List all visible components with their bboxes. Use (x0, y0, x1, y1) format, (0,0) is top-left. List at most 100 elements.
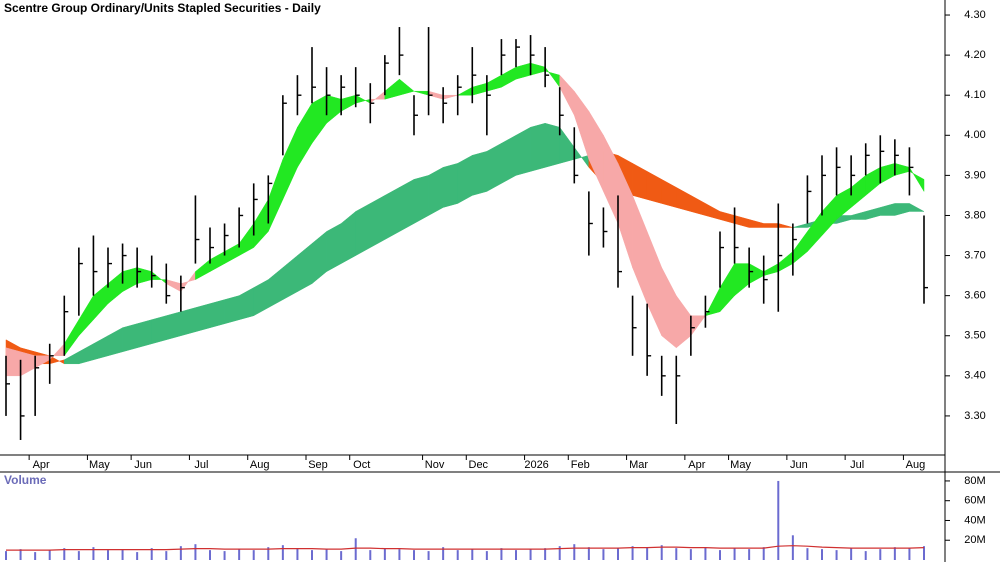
volume-bar (646, 547, 649, 560)
volume-bar (223, 551, 226, 560)
ribbon-segment (151, 315, 167, 345)
volume-bar (238, 549, 241, 560)
ribbon-segment (442, 163, 458, 208)
volume-bar (427, 551, 430, 560)
volume-bar (398, 549, 401, 560)
volume-bar (121, 549, 124, 560)
y-tick-label: 3.30 (964, 410, 985, 422)
volume-bar (777, 480, 780, 560)
ribbon-segment (209, 299, 225, 329)
volume-bar (340, 551, 343, 560)
x-tick-label: Aug (906, 459, 926, 471)
volume-bar (515, 550, 517, 560)
volume-title: Volume (4, 473, 47, 487)
ribbon-segment (384, 186, 400, 240)
ribbon-segment (136, 319, 152, 349)
x-tick-label: Aug (250, 459, 270, 471)
ribbon-segment (428, 166, 444, 216)
ribbon-segment (5, 347, 21, 377)
volume-bar (806, 548, 809, 560)
volume-bar (383, 548, 386, 560)
volume-bar (252, 550, 255, 560)
y-tick-label: 4.00 (964, 129, 985, 141)
volume-bar (485, 551, 488, 560)
ribbon-segment (486, 142, 502, 192)
volume-bar (63, 548, 66, 560)
volume-bar (413, 550, 415, 560)
volume-average (6, 545, 925, 551)
volume-bar (719, 550, 721, 560)
volume-bar (733, 548, 736, 560)
x-tick-label: May (730, 459, 751, 471)
volume-bar (544, 548, 547, 560)
volume-bar (602, 549, 605, 560)
x-tick-label: May (89, 459, 110, 471)
ribbon-segment (544, 122, 560, 168)
ribbon-segment (515, 126, 531, 176)
volume-bar (179, 546, 182, 560)
ribbon-segment (195, 303, 211, 333)
volume-bar (893, 547, 896, 560)
volume-bar (442, 547, 445, 560)
ribbon-segment (399, 178, 415, 232)
x-tick-label: Mar (629, 459, 648, 471)
x-tick-label: Oct (353, 459, 370, 471)
volume-bar (879, 549, 882, 560)
volume-bar (209, 550, 211, 560)
ribbon-segment (180, 307, 196, 337)
x-tick-label: 2026 (524, 459, 548, 471)
ribbon-segment (326, 223, 342, 273)
chart-title: Scentre Group Ordinary/Units Stapled Sec… (4, 1, 321, 15)
y-tick-label: 4.20 (964, 49, 985, 61)
x-tick-label: Feb (571, 459, 590, 471)
volume-bar (573, 544, 576, 560)
y-tick-label: 20M (964, 534, 985, 546)
y-tick-label: 80M (964, 475, 985, 487)
volume-bar (617, 548, 619, 560)
volume-bar (5, 551, 7, 560)
x-tick-label: Nov (425, 459, 445, 471)
volume-bar (48, 550, 51, 560)
ribbon-segment (166, 311, 182, 341)
x-tick-label: Jun (790, 459, 808, 471)
x-tick-label: Jul (850, 459, 864, 471)
volume-bar (689, 549, 692, 560)
volume-bar (34, 552, 37, 560)
y-tick-label: 3.40 (964, 370, 985, 382)
y-tick-label: 40M (964, 514, 985, 526)
volume-bar (923, 546, 925, 560)
volume-bar (660, 545, 663, 560)
volume-bar (850, 548, 853, 560)
volume-bar (704, 547, 707, 560)
y-tick-label: 3.60 (964, 290, 985, 302)
volume-bar (194, 544, 197, 560)
volume-bar (354, 538, 357, 560)
ribbon-segment (457, 154, 473, 204)
volume-bar (558, 546, 561, 560)
volume-bar (267, 547, 270, 560)
volume-bar (456, 550, 459, 560)
volume-bar (748, 549, 751, 560)
volume-bar (311, 550, 313, 560)
ribbon-segment (763, 223, 779, 228)
volume-bar (325, 549, 328, 560)
x-tick-label: Jul (194, 459, 208, 471)
volume-bar (835, 550, 838, 560)
volume-bar (107, 550, 109, 560)
volume-bar (136, 552, 139, 560)
volume-bar (281, 545, 284, 560)
y-tick-label: 60M (964, 495, 985, 507)
ribbon-segment (224, 295, 240, 325)
ribbon-segment (472, 151, 488, 196)
volume-bar (791, 535, 794, 560)
volume-bar (19, 549, 22, 560)
volume-bar (150, 548, 153, 560)
volume-bar (296, 548, 299, 560)
volume-bar (529, 549, 532, 560)
volume-bar (864, 551, 867, 560)
volume-bar (908, 548, 911, 560)
y-tick-label: 3.80 (964, 209, 985, 221)
volume-bar (821, 549, 823, 560)
